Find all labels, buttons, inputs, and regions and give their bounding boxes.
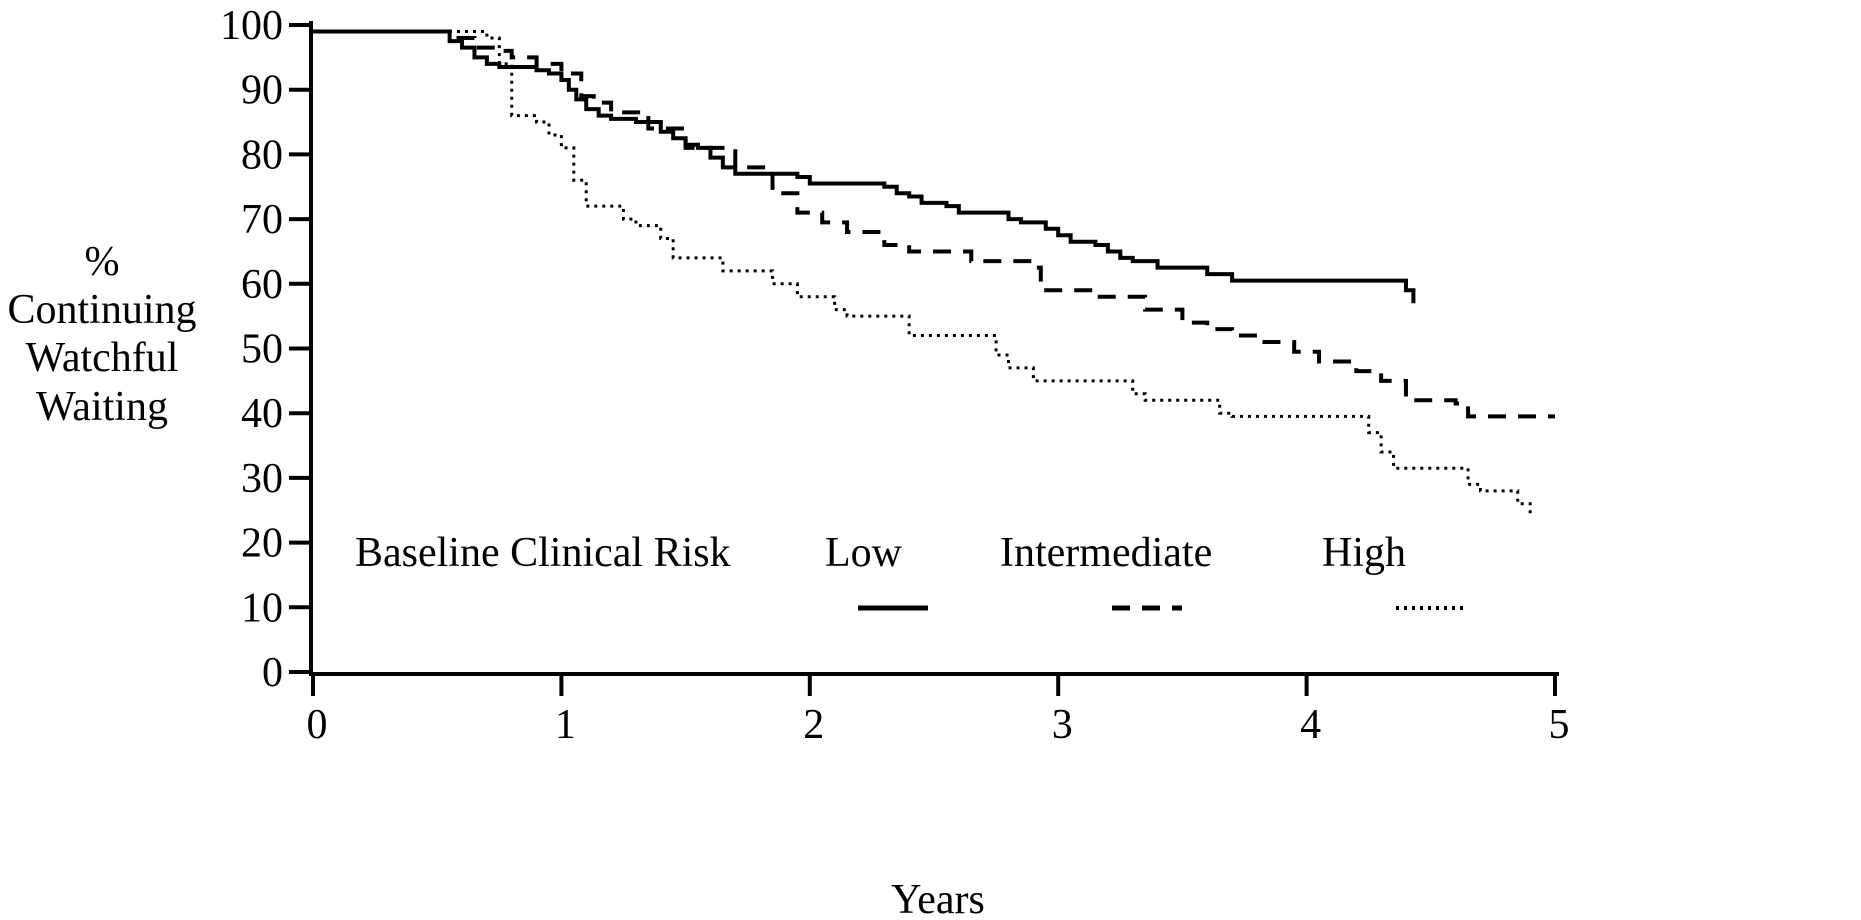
- y-tick-label: 40: [241, 391, 283, 437]
- axes: [309, 21, 1559, 676]
- y-tick-label: 90: [241, 68, 283, 114]
- y-tick-label: 0: [262, 650, 283, 696]
- legend-label-high: High: [1322, 530, 1406, 576]
- y-tick-label: 70: [241, 197, 283, 243]
- y-axis-title-line: Continuing: [7, 287, 196, 333]
- y-axis-title-line: %: [85, 239, 120, 285]
- series-line-low: [313, 29, 1416, 304]
- y-tick-label: 60: [241, 262, 283, 308]
- x-tick-label: 5: [1549, 702, 1570, 748]
- y-axis-title-line: Waiting: [36, 384, 168, 430]
- x-tick-label: 1: [555, 702, 576, 748]
- y-tick-label: 30: [241, 456, 283, 502]
- y-tick-label: 50: [241, 327, 283, 373]
- series-line-high: [313, 29, 1532, 517]
- y-tick-label: 10: [241, 585, 283, 631]
- ticks: 0 10 20 30 40 50 60 70 80 90 100 0 1 2 3 4 5: [220, 3, 1570, 748]
- y-tick-label: 20: [241, 521, 283, 567]
- y-axis-title-line: Watchful: [26, 335, 179, 381]
- legend: Baseline Clinical Risk Low Intermediate Hig…: [355, 530, 1466, 611]
- y-tick-label: 100: [220, 3, 283, 49]
- x-tick-label: 4: [1300, 702, 1321, 748]
- legend-label-low: Low: [825, 530, 903, 576]
- series-line-intermediate: [313, 29, 1555, 419]
- x-axis-title: Years: [891, 877, 985, 915]
- y-tick-label: 80: [241, 132, 283, 178]
- series-layer: [313, 29, 1555, 517]
- x-tick-label: 2: [803, 702, 824, 748]
- x-tick-label: 0: [307, 702, 328, 748]
- x-tick-label: 3: [1052, 702, 1073, 748]
- legend-label-intermediate: Intermediate: [1000, 530, 1212, 576]
- legend-title: Baseline Clinical Risk: [355, 530, 731, 576]
